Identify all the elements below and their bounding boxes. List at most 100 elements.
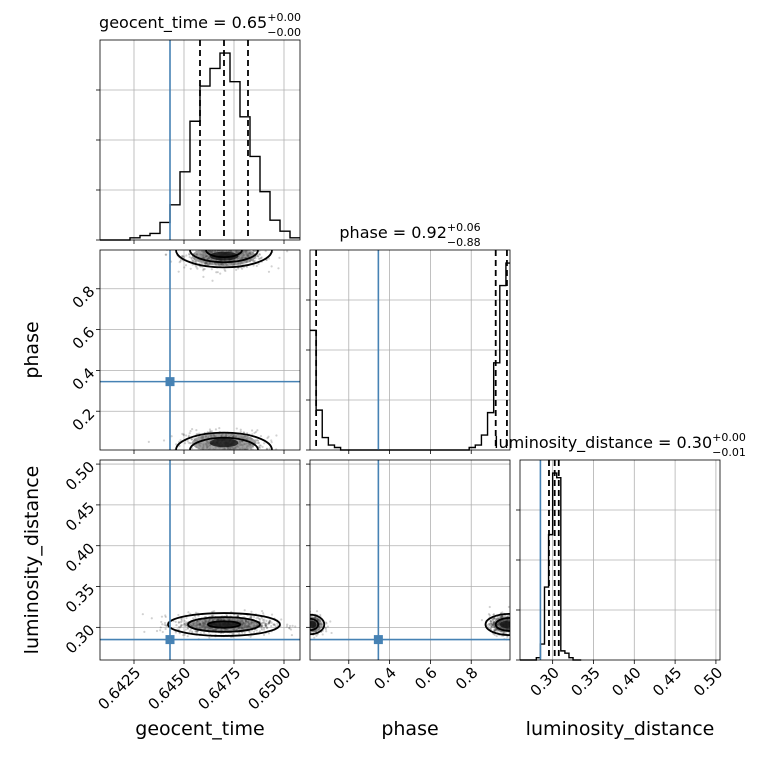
sample-point <box>512 620 514 622</box>
sample-point <box>256 429 259 432</box>
sample-point <box>236 614 239 617</box>
sample-point <box>195 261 198 264</box>
sample-point <box>512 627 514 629</box>
sample-point <box>178 261 181 264</box>
sample-point <box>180 617 183 620</box>
sample-point <box>516 621 518 623</box>
sample-point <box>191 428 194 431</box>
sample-point <box>302 631 304 633</box>
sample-point <box>170 435 173 438</box>
sample-point <box>514 624 516 626</box>
sample-point <box>189 612 192 615</box>
sample-point <box>511 624 513 626</box>
sample-point <box>214 428 218 431</box>
sample-point <box>257 255 260 258</box>
sample-point <box>219 246 221 248</box>
sample-point <box>199 632 202 635</box>
sample-point <box>278 256 281 259</box>
sample-point <box>195 246 197 248</box>
sample-point <box>516 624 518 626</box>
sample-point <box>511 626 513 628</box>
sample-point <box>498 615 501 618</box>
sample-point <box>235 268 238 271</box>
sample-point <box>230 247 232 249</box>
sample-point <box>188 247 190 249</box>
sample-point <box>253 246 255 248</box>
sample-point <box>250 429 254 432</box>
sample-point <box>489 622 492 625</box>
sample-point <box>250 247 252 249</box>
contour-line <box>175 431 273 450</box>
sample-point <box>163 621 167 625</box>
sample-point <box>161 630 164 634</box>
sample-point <box>194 264 197 268</box>
sample-point <box>210 268 213 271</box>
sample-point <box>510 621 512 623</box>
sample-point <box>516 621 518 623</box>
sample-point <box>189 267 192 270</box>
sample-point <box>208 428 212 431</box>
sample-point <box>305 622 307 624</box>
sample-point <box>255 245 257 247</box>
sample-point <box>515 621 517 623</box>
sample-point <box>521 625 523 627</box>
sample-point <box>303 616 305 618</box>
sample-point <box>270 621 273 624</box>
sample-point <box>160 620 163 624</box>
sample-point <box>177 621 180 624</box>
sample-point <box>516 628 518 630</box>
sample-point <box>257 262 260 266</box>
sample-point <box>215 246 217 248</box>
sample-point <box>248 247 250 249</box>
sample-point <box>265 448 268 450</box>
sample-point <box>511 622 513 624</box>
sample-point <box>513 622 515 624</box>
sample-point <box>516 623 518 625</box>
sample-point <box>180 452 182 454</box>
sample-point <box>510 629 512 631</box>
sample-point <box>240 267 244 270</box>
sample-point <box>305 621 307 623</box>
sample-point <box>236 451 238 453</box>
sample-point <box>492 613 496 616</box>
sample-point <box>164 615 167 619</box>
sample-point <box>246 247 248 249</box>
sample-point <box>511 616 513 618</box>
x-tick-label-geocent_time: 0.6450 <box>145 664 195 714</box>
sample-point <box>524 627 526 629</box>
sample-point <box>511 629 513 631</box>
sample-point <box>237 267 240 270</box>
sample-point <box>243 247 245 249</box>
sample-point <box>183 266 186 269</box>
sample-point <box>253 246 255 248</box>
sample-point <box>194 611 198 614</box>
sample-point <box>517 624 519 626</box>
histogram-luminosity_distance <box>520 472 582 661</box>
sample-point <box>315 634 318 637</box>
sample-point <box>510 630 512 632</box>
sample-point <box>198 453 200 455</box>
sample-point <box>195 631 199 634</box>
x-tick-label-geocent_time: 0.6500 <box>245 664 295 714</box>
sample-point <box>290 633 294 637</box>
sample-point <box>221 245 223 247</box>
sample-point <box>211 610 214 613</box>
sample-point <box>303 627 305 629</box>
sample-point <box>186 635 189 638</box>
sample-point <box>257 439 260 442</box>
sample-point <box>304 620 306 622</box>
y-tick-label-luminosity_distance: 0.45 <box>62 499 98 535</box>
sample-point <box>208 636 211 639</box>
sample-point <box>511 618 513 620</box>
sample-point <box>516 628 518 630</box>
sample-point <box>511 629 513 631</box>
sample-point <box>227 451 229 453</box>
sample-point <box>510 621 512 623</box>
sample-point <box>512 625 514 627</box>
sample-point <box>304 627 306 629</box>
sample-point <box>516 621 518 623</box>
sample-point <box>511 628 513 630</box>
sample-point <box>184 434 188 437</box>
